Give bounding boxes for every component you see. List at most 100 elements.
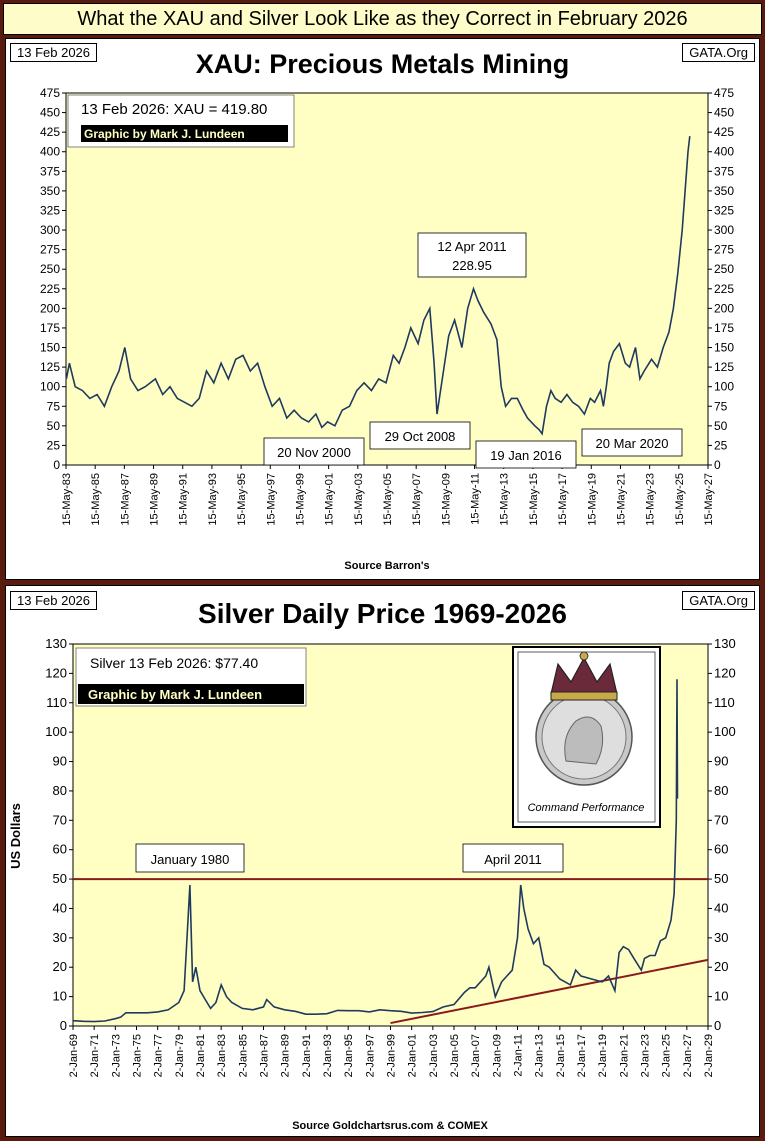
x-tick-label: 2-Jan-93 [322,1034,334,1077]
x-tick-label: 2-Jan-97 [364,1034,376,1077]
y-tick-label: 20 [53,959,67,974]
y-tick-label-right: 200 [714,301,734,315]
x-tick-label: 2-Jan-03 [428,1034,440,1077]
x-tick-label: 2-Jan-21 [618,1034,630,1077]
xau-series-line [65,136,691,436]
x-tick-label: 15-May-83 [61,473,73,526]
y-tick-label: 275 [40,243,60,257]
annotation-peak-date: 12 Apr 2011 [437,239,506,254]
x-tick-label: 15-May-13 [499,473,511,526]
x-tick-label: 15-May-27 [703,473,715,526]
annotation-box [135,843,245,873]
x-tick-label: 2-Jan-69 [68,1034,80,1077]
xau-chart-panel: 13 Feb 2026 GATA.Org XAU: Precious Metal… [5,38,760,580]
source-label: Source Goldchartsrus.com & COMEX [292,1120,488,1132]
x-tick-label: 2-Jan-09 [491,1034,503,1077]
y-tick-label: 40 [53,900,67,915]
y-tick-label: 25 [47,438,61,452]
y-tick-label-right: 300 [714,223,734,237]
y-axis-label: US Dollars [8,803,23,869]
y-tick-label-right: 450 [714,106,734,120]
y-tick-label: 120 [45,665,67,680]
panel-date-label: 13 Feb 2026 [10,591,98,610]
y-tick-label: 350 [40,184,60,198]
x-tick-label: 15-May-99 [294,473,306,526]
y-tick-label: 100 [45,724,67,739]
x-tick-label: 2-Jan-27 [682,1034,694,1077]
x-tick-label: 2-Jan-95 [343,1034,355,1077]
y-tick-label-right: 60 [714,842,728,857]
x-tick-label: 15-May-95 [236,473,248,526]
x-tick-label: 2-Jan-05 [449,1034,461,1077]
y-tick-label-right: 70 [714,812,728,827]
x-tick-label: 2-Jan-91 [301,1034,313,1077]
annotation-2016-low: 19 Jan 2016 [490,448,562,463]
x-tick-label: 2-Jan-29 [703,1034,715,1077]
x-tick-label: 15-May-21 [615,473,627,526]
x-tick-label: 2-Jan-73 [110,1034,122,1077]
panel-date-label: 13 Feb 2026 [10,43,98,62]
annotation-box [581,428,683,457]
y-tick-label: 60 [53,842,67,857]
y-tick-label: 475 [40,86,60,100]
x-tick-label: 2-Jan-13 [534,1034,546,1077]
silver-dollar-image: Command Performance [512,646,661,828]
x-tick-label: 15-May-97 [265,473,277,526]
y-tick-label-right: 475 [714,86,734,100]
y-tick-label-right: 80 [714,783,728,798]
page-title: What the XAU and Silver Look Like as the… [3,3,762,35]
y-tick-label-right: 325 [714,203,734,217]
x-tick-label: 2-Jan-07 [470,1034,482,1077]
y-tick-label-right: 275 [714,243,734,257]
x-tick-label: 15-May-91 [178,473,190,526]
plot-area [65,92,709,466]
silver-chart-svg: 0 0 10 10 20 20 30 30 40 40 50 50 60 60 70 70 80 80 90 90 10… [8,636,736,1132]
x-tick-label: 15-May-11 [470,473,482,525]
y-tick-label: 10 [53,989,67,1004]
x-tick-label: 15-May-09 [440,473,452,526]
y-tick-label: 0 [53,458,60,472]
y-tick-label: 150 [40,341,60,355]
y-tick-label-right: 75 [714,399,728,413]
trend-line [390,958,709,1025]
x-tick-label: 2-Jan-11 [513,1034,525,1077]
x-tick-label: 2-Jan-19 [597,1034,609,1077]
y-tick-label: 50 [47,419,61,433]
y-tick-label-right: 150 [714,341,734,355]
panel-site-label: GATA.Org [682,591,755,610]
value-label: Silver 13 Feb 2026: $77.40 [90,655,258,671]
y-tick-label: 250 [40,262,60,276]
x-tick-label: 2-Jan-75 [132,1034,144,1077]
x-tick-label: 15-May-17 [557,473,569,526]
y-tick-label: 70 [53,812,67,827]
y-tick-label: 130 [45,636,67,651]
y-tick-label: 425 [40,125,60,139]
annotation-box [417,232,527,278]
y-tick-label: 80 [53,783,67,798]
annotation-2008-low: 29 Oct 2008 [385,429,456,444]
x-tick-label: 2-Jan-83 [216,1034,228,1077]
y-tick-label-right: 125 [714,360,734,374]
y-tick-label: 375 [40,164,60,178]
y-tick-label: 30 [53,930,67,945]
y-tick-label: 325 [40,203,60,217]
x-tick-label: 2-Jan-87 [259,1034,271,1077]
y-tick-label-right: 120 [714,665,736,680]
y-tick-label: 75 [47,399,61,413]
x-tick-label: 15-May-23 [645,473,657,526]
y-tick-label-right: 130 [714,636,736,651]
y-tick-label: 50 [53,871,67,886]
x-tick-label: 2-Jan-89 [280,1034,292,1077]
y-tick-label-right: 175 [714,321,734,335]
y-tick-label-right: 50 [714,871,728,886]
credit-label: Graphic by Mark J. Lundeen [84,127,245,141]
x-tick-label: 15-May-93 [207,473,219,526]
y-tick-label: 125 [40,360,60,374]
y-tick-label: 400 [40,145,60,159]
x-tick-label: 15-May-15 [528,473,540,526]
x-tick-label: 15-May-03 [353,473,365,526]
annotation-box [263,437,365,466]
annotation-box [369,421,471,450]
y-tick-label: 110 [46,695,67,710]
